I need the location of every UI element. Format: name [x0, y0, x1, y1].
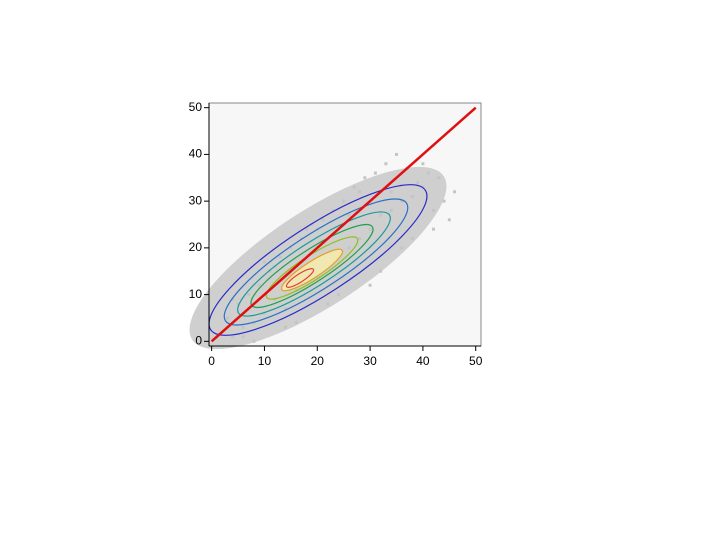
x-tick-label: 30	[363, 354, 377, 368]
contours	[208, 184, 428, 336]
point	[447, 218, 451, 222]
y-tick-label: 0	[195, 333, 202, 347]
point	[247, 293, 251, 297]
point	[241, 335, 245, 339]
point	[352, 185, 356, 189]
point	[431, 227, 435, 231]
point	[294, 321, 298, 325]
point	[231, 297, 235, 301]
contour	[208, 184, 428, 336]
point	[394, 152, 398, 156]
contour	[237, 211, 391, 317]
point	[400, 199, 404, 203]
point	[231, 335, 235, 339]
point	[379, 213, 383, 217]
axes: 0 10 20 30 40 50 0 10 20 30 40 50	[189, 100, 483, 368]
contour	[285, 268, 315, 288]
point	[358, 190, 362, 194]
point	[368, 227, 372, 231]
point	[358, 237, 362, 241]
point	[421, 162, 425, 166]
x-tick-label: 10	[258, 354, 272, 368]
point	[252, 339, 256, 343]
point	[384, 162, 388, 166]
y-tick-label: 40	[189, 147, 203, 161]
contour	[223, 198, 409, 326]
point	[400, 246, 404, 250]
point	[347, 213, 351, 217]
point	[321, 218, 325, 222]
point	[268, 269, 272, 273]
contour	[280, 248, 344, 292]
point	[294, 288, 298, 292]
point	[437, 176, 441, 180]
y-tick-label: 30	[189, 193, 203, 207]
point	[225, 316, 229, 320]
point	[410, 194, 414, 198]
point	[305, 227, 309, 231]
reference-line	[210, 106, 477, 343]
point	[347, 246, 351, 250]
point	[278, 255, 282, 259]
point	[326, 302, 330, 306]
point	[336, 293, 340, 297]
point	[289, 246, 293, 250]
point	[442, 199, 446, 203]
point	[368, 283, 372, 287]
point	[342, 199, 346, 203]
x-tick-label: 20	[311, 354, 325, 368]
point	[310, 223, 314, 226]
x-tick-label: 40	[416, 354, 430, 368]
point	[241, 325, 245, 329]
point	[373, 171, 377, 175]
y-tick-label: 10	[189, 287, 203, 301]
point	[331, 208, 335, 212]
point	[426, 171, 430, 175]
point	[453, 190, 457, 194]
point	[284, 307, 288, 311]
y-tick-label: 20	[189, 240, 203, 254]
x-tick-label: 0	[208, 354, 215, 368]
point	[262, 260, 266, 264]
point	[257, 283, 261, 287]
point	[389, 190, 393, 194]
point	[363, 176, 367, 180]
point	[236, 302, 240, 306]
point	[410, 237, 414, 241]
point	[284, 325, 288, 329]
y-tick-label: 50	[189, 100, 203, 114]
point	[431, 208, 435, 212]
point	[299, 237, 303, 241]
point	[389, 208, 393, 212]
point	[262, 311, 266, 315]
x-tick-label: 50	[469, 354, 483, 368]
point	[379, 269, 383, 273]
point	[416, 180, 420, 184]
